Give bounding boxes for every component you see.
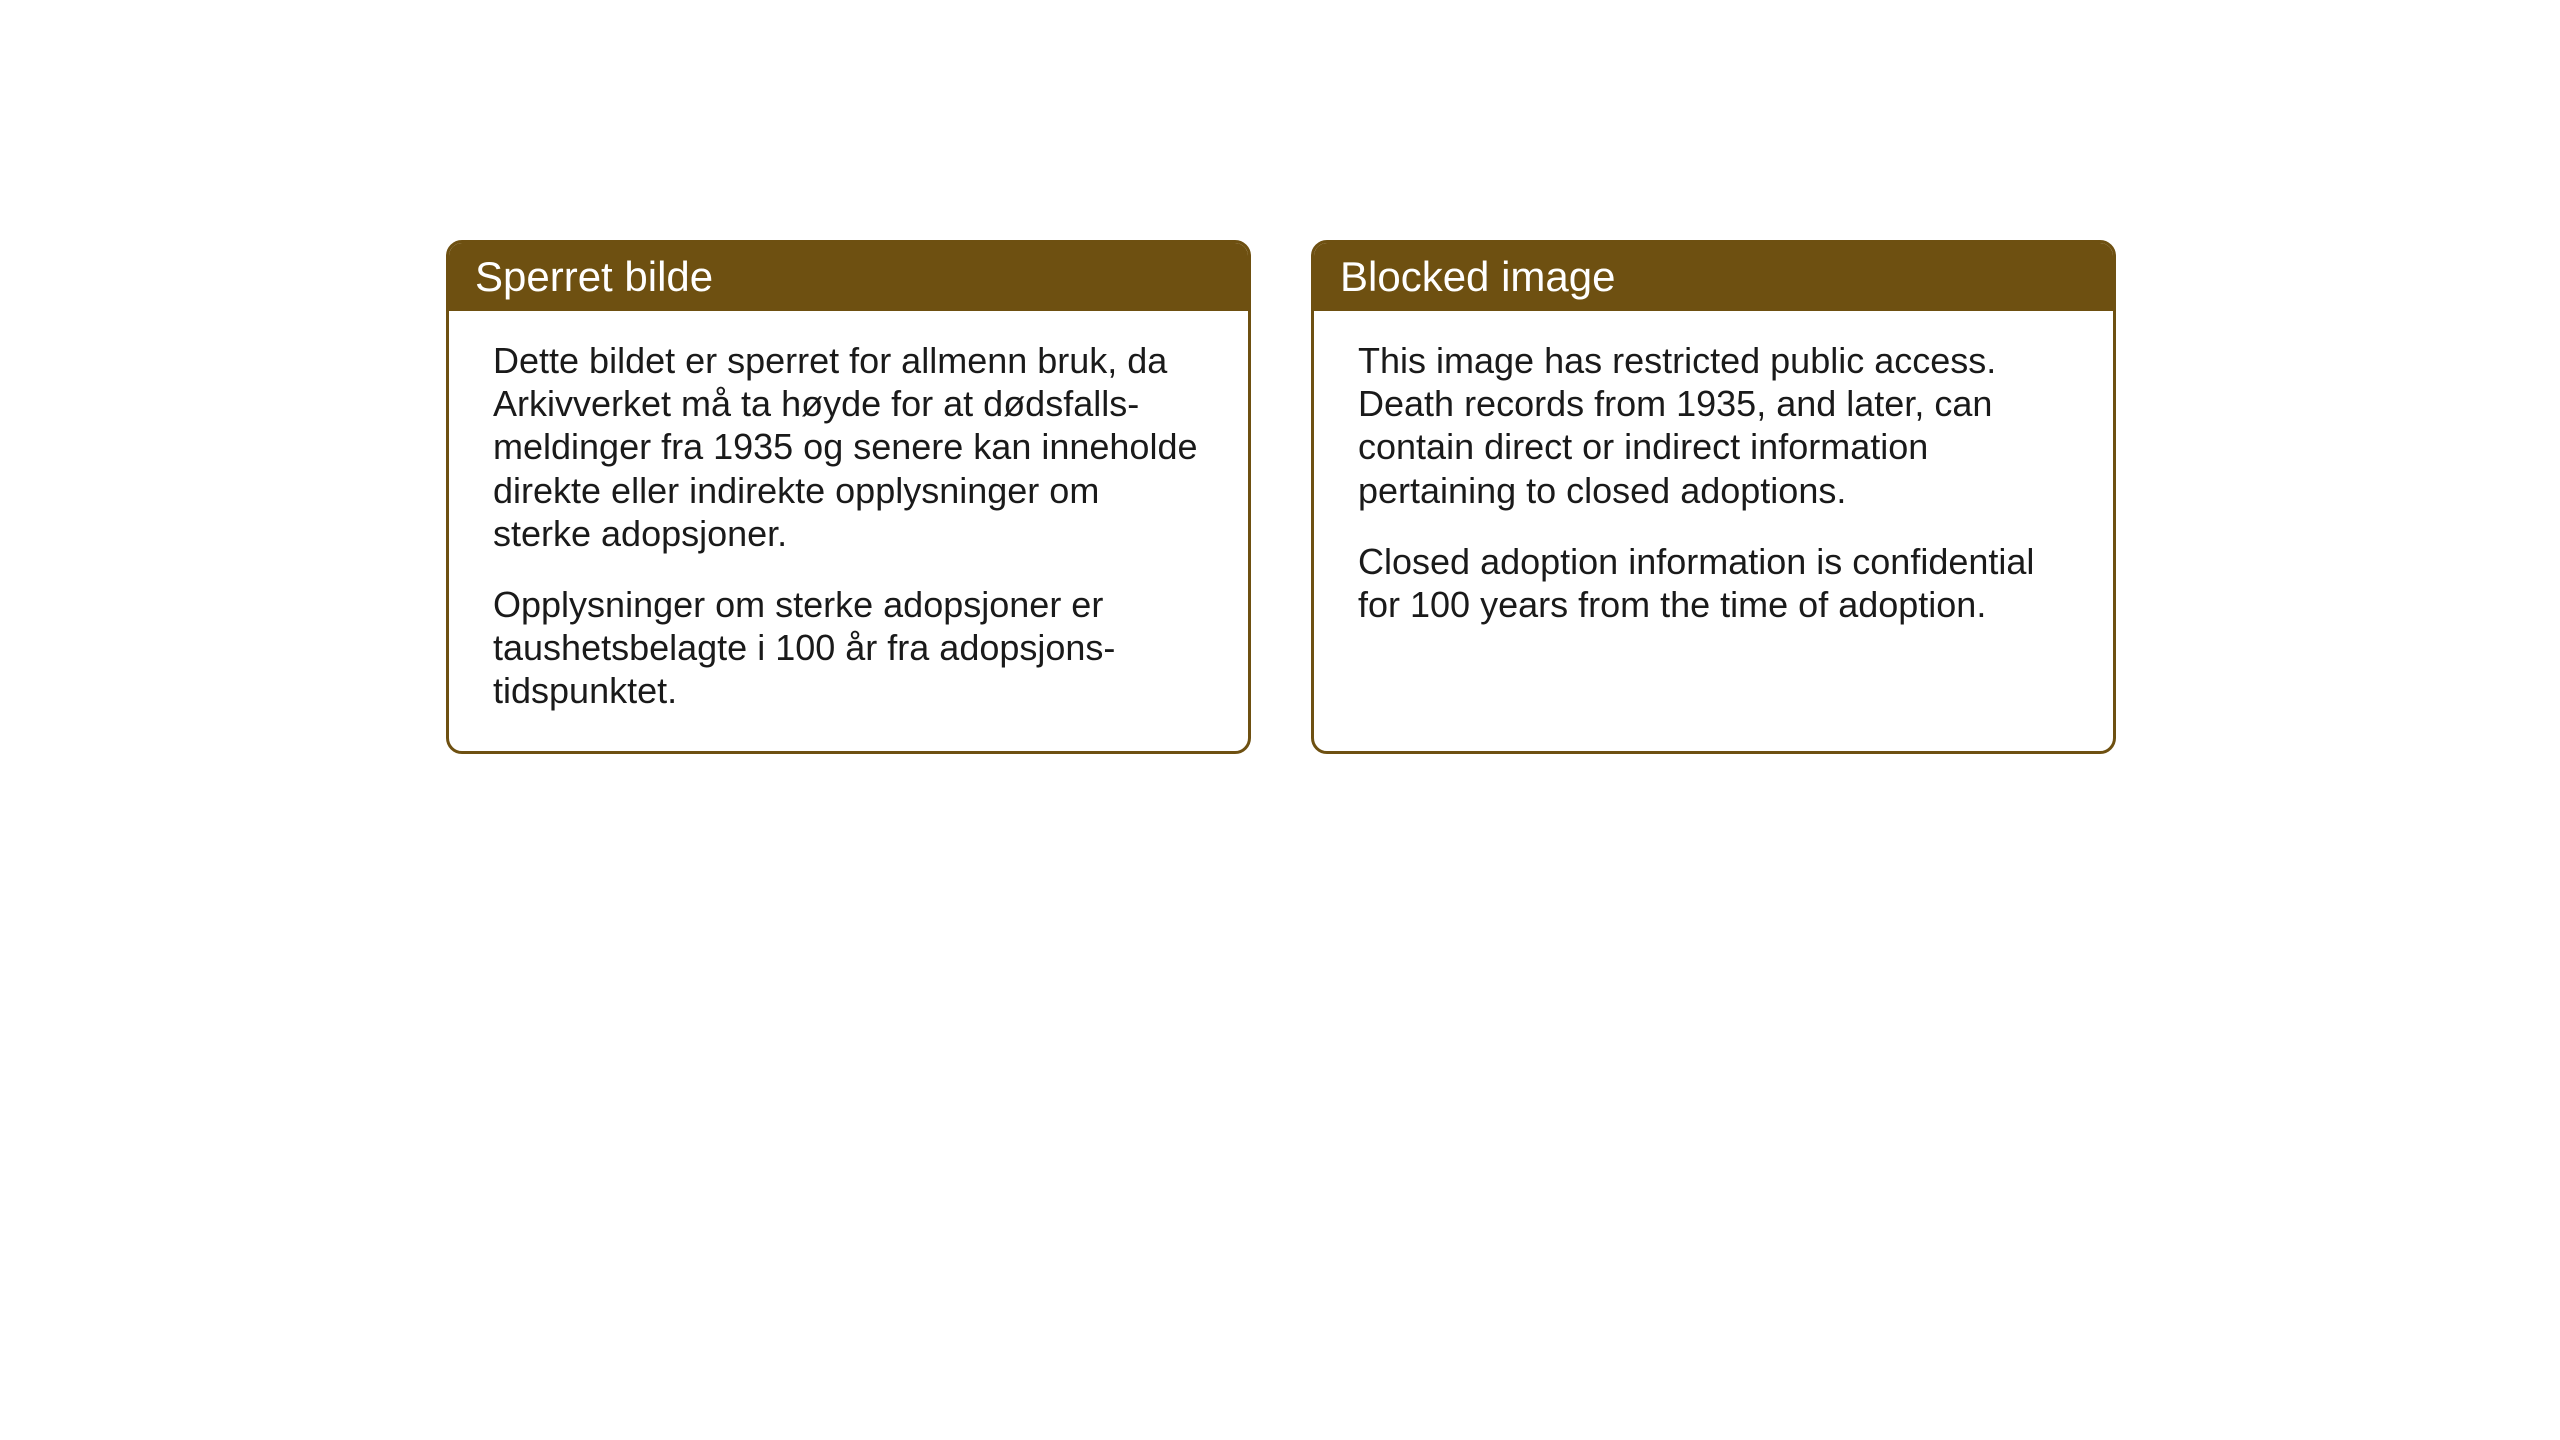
panel-norwegian-paragraph-2: Opplysninger om sterke adopsjoner er tau…	[493, 583, 1204, 713]
panel-norwegian: Sperret bilde Dette bildet er sperret fo…	[446, 240, 1251, 754]
panel-norwegian-header: Sperret bilde	[449, 243, 1248, 311]
panel-english-paragraph-2: Closed adoption information is confident…	[1358, 540, 2069, 626]
panel-norwegian-title: Sperret bilde	[475, 253, 713, 300]
panel-english-body: This image has restricted public access.…	[1314, 311, 2113, 664]
panel-norwegian-paragraph-1: Dette bildet er sperret for allmenn bruk…	[493, 339, 1204, 555]
panel-english-title: Blocked image	[1340, 253, 1615, 300]
panel-english-paragraph-1: This image has restricted public access.…	[1358, 339, 2069, 512]
panel-english: Blocked image This image has restricted …	[1311, 240, 2116, 754]
panel-english-header: Blocked image	[1314, 243, 2113, 311]
panel-norwegian-body: Dette bildet er sperret for allmenn bruk…	[449, 311, 1248, 751]
panels-container: Sperret bilde Dette bildet er sperret fo…	[446, 240, 2116, 754]
